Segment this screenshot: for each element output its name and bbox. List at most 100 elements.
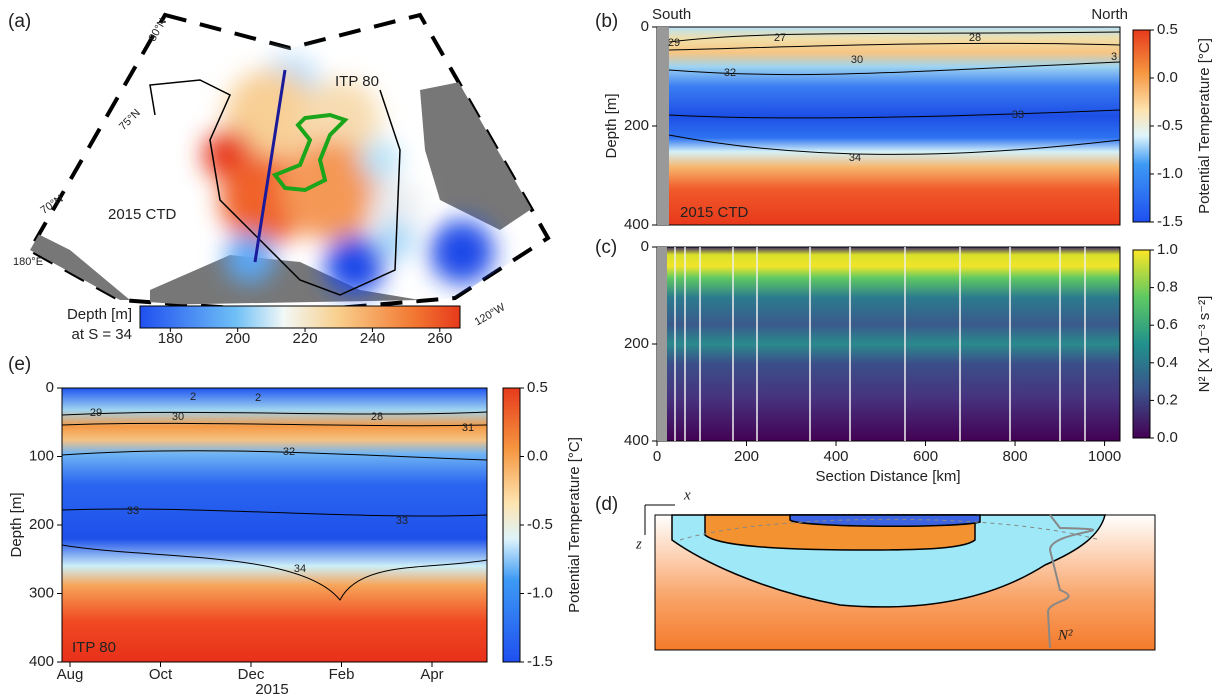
colorbar-tick-label: -0.5 [1157, 117, 1183, 134]
x-tick-label: Apr [420, 666, 443, 683]
colorbar-tick-label: -1.5 [1157, 213, 1183, 230]
eddy-top [789, 514, 981, 528]
heatmap [61, 387, 488, 663]
diagram [644, 504, 1156, 651]
isobath [149, 79, 401, 296]
contour-label: 33 [1012, 109, 1024, 121]
x-tick-label: Feb [329, 666, 355, 683]
annotation: 2015 CTD [108, 206, 177, 223]
x-tick-label: 1000 [1088, 448, 1121, 465]
annotation: x [683, 487, 691, 503]
x-axis-label: Section Distance [km] [815, 468, 960, 485]
y-tick-label: 300 [29, 584, 54, 601]
colorbar [139, 305, 461, 329]
colorbar-label: Potential Temperature [°C] [566, 437, 583, 613]
map [27, 12, 551, 315]
colorbar-tick-label: 0.2 [1157, 391, 1178, 408]
x-tick-label: Oct [149, 666, 173, 683]
annotation: N² [1057, 627, 1073, 643]
colorbar-tick-label: -1.0 [1157, 165, 1183, 182]
colorbar-tick-label: -1.5 [527, 653, 553, 670]
colorbar-tick-label: 0.5 [1157, 21, 1178, 38]
annotation: 120°W [473, 301, 508, 328]
panel-label: (c) [595, 237, 617, 258]
annotation: South [652, 6, 691, 23]
x-tick-label: Aug [57, 666, 84, 683]
heatmap [656, 26, 1121, 226]
y-axis-label: Depth [m] [8, 492, 25, 557]
contour-label: 29 [668, 37, 680, 49]
x-tick-label: 400 [824, 448, 849, 465]
depth-field [203, 55, 494, 295]
colorbar-label: N² [X 10⁻³ s⁻²] [1196, 296, 1213, 393]
annotation: ITP 80 [72, 639, 116, 656]
contour-label: 29 [90, 407, 102, 419]
colorbar-tick-label: 0.6 [1157, 316, 1178, 333]
n2-profile [1046, 514, 1095, 649]
contour-label: 34 [849, 152, 861, 164]
contour-label: 32 [724, 67, 736, 79]
colorbar-tick-label: 220 [293, 330, 318, 347]
colorbar-tick-label: 0.0 [1157, 69, 1178, 86]
annotation: 2015 CTD [680, 204, 749, 221]
heatmap [656, 246, 1121, 442]
panel-label: (e) [8, 354, 31, 375]
contour-label: 30 [851, 54, 863, 66]
x-tick-label: 600 [913, 448, 938, 465]
annotation: z [635, 536, 642, 552]
annotation: 180°E [13, 256, 43, 268]
colorbar [1132, 249, 1151, 439]
colorbar-tick-label: -1.0 [527, 584, 553, 601]
y-tick-label: 200 [29, 516, 54, 533]
colorbar-tick-label: 200 [225, 330, 250, 347]
colorbar-tick-label: 0.0 [1157, 429, 1178, 446]
colorbar-tick-label: 0.0 [527, 447, 548, 464]
contours [61, 31, 1121, 601]
contour-label: 3 [1111, 51, 1117, 63]
shelf [657, 27, 669, 225]
x-tick-label: Dec [238, 666, 265, 683]
contour-label: 34 [294, 563, 306, 575]
colorbar-tick-label: 0.8 [1157, 279, 1178, 296]
contour-label: 2 [255, 392, 261, 404]
colorbar-tick-label: 180 [158, 330, 183, 347]
x-axis-label: 2015 [255, 681, 288, 698]
contour-label: 28 [371, 411, 383, 423]
isopycnal [679, 518, 1101, 541]
y-tick-label: 0 [641, 238, 649, 255]
x-tick-label: 0 [653, 448, 661, 465]
contour-label: 2 [190, 391, 196, 403]
panel-label: (a) [8, 11, 31, 32]
y-tick-label: 400 [29, 653, 54, 670]
y-tick-label: 100 [29, 447, 54, 464]
colorbar [502, 387, 521, 663]
colorbar-tick-label: 1.0 [1157, 241, 1178, 258]
contour-label: 28 [969, 32, 981, 44]
y-tick-label: 400 [624, 432, 649, 449]
panel-label: (b) [595, 11, 618, 32]
y-tick-label: 400 [624, 216, 649, 233]
annotation: North [1091, 6, 1128, 23]
ctd-track [253, 69, 287, 263]
contour-label: 32 [283, 446, 295, 458]
x-tick-label: 200 [734, 448, 759, 465]
y-axis-label: Depth [m] [603, 93, 620, 158]
contour-label: 33 [396, 515, 408, 527]
contour-label: 31 [462, 422, 474, 434]
y-tick-label: 200 [624, 335, 649, 352]
y-tick-label: 0 [46, 379, 54, 396]
colorbar-tick-label: 240 [360, 330, 385, 347]
shelf [657, 247, 667, 441]
contour-label: 33 [127, 505, 139, 517]
colorbar-tick-label: 0.5 [527, 379, 548, 396]
annotation: ITP 80 [335, 73, 379, 90]
y-tick-label: 200 [624, 117, 649, 134]
panel-label: (d) [595, 494, 618, 515]
colorbar-label: Depth [m] [67, 306, 132, 323]
contour-label: 30 [172, 411, 184, 423]
y-tick-label: 0 [641, 18, 649, 35]
colorbar-label: at S = 34 [72, 326, 132, 343]
x-tick-label: 800 [1003, 448, 1028, 465]
station-lines [674, 247, 1086, 441]
itp-track [271, 112, 349, 193]
